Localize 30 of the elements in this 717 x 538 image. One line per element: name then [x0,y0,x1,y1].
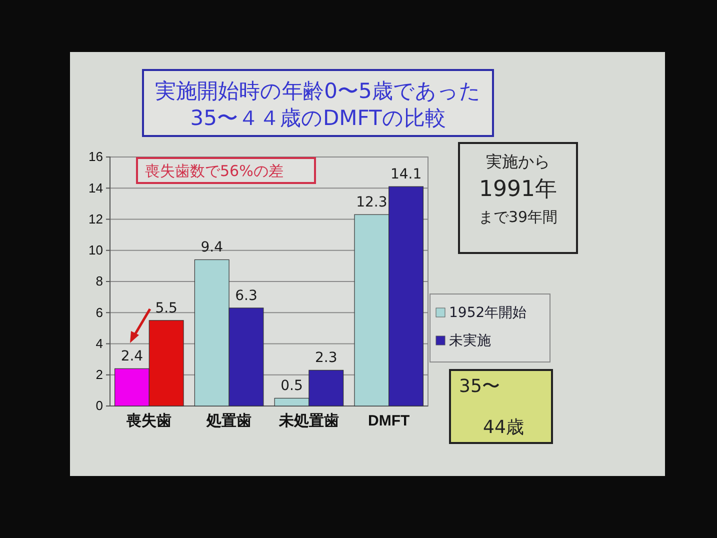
data-label: 2.4 [120,348,144,365]
y-tick-label: 2 [96,367,103,382]
y-tick-label: 6 [96,304,103,320]
legend-label: 1952年開始 [449,305,527,321]
y-tick-label: 4 [96,336,103,351]
y-tick-label: 14 [88,180,103,196]
x-tick-label: DMFT [368,412,410,430]
data-label: 14.1 [390,166,422,183]
data-label: 2.3 [314,350,338,366]
text: まで39年間 [478,208,558,226]
y-tick-label: 8 [96,274,103,289]
legend-label: 未実施 [449,333,491,349]
data-label: 0.5 [280,378,303,394]
y-tick-label: 0 [96,398,103,414]
x-tick-label: 喪失歯 [126,412,172,430]
text: 1991年 [479,177,557,202]
text: 35〜 [459,376,500,397]
data-label: 12.3 [356,194,388,211]
x-tick-label: 処置歯 [206,412,252,430]
x-tick-label: 未処置歯 [278,412,339,430]
data-label: 6.3 [235,288,258,304]
annotation: 喪失歯数で56%の差 [145,162,284,180]
chart-title: 実施開始時の年齢0〜5歳であった 35〜４４歳のDMFTの比較 [155,79,481,130]
text: 44歳 [483,417,524,438]
text: 実施から [486,152,550,171]
data-label: 5.5 [155,300,178,316]
data-label: 9.4 [200,240,224,256]
y-tick-label: 16 [88,149,103,164]
y-tick-label: 12 [88,211,103,226]
y-tick-label: 10 [88,242,103,258]
